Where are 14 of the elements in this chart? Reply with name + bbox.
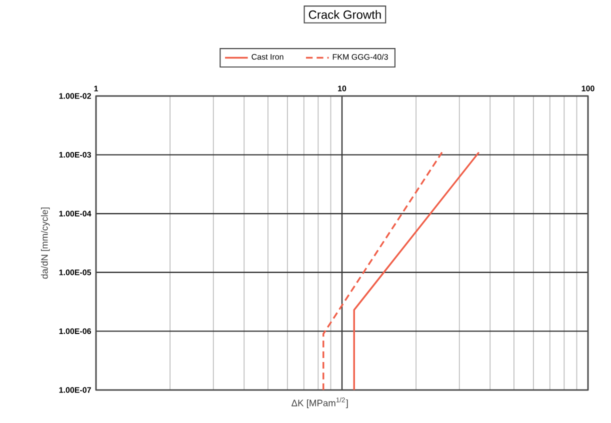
x-tick-label: 1 [94,86,98,92]
y-tick-label: 1.00E-03 [59,152,91,158]
y-axis-title: da/dN [mm/cycle] [40,208,50,279]
y-tick-label: 1.00E-06 [59,328,91,334]
legend-label: Cast Iron [252,54,284,60]
y-tick-label: 1.00E-04 [59,210,92,216]
x-axis-title: ΔK [MPam$^{1/2}$] [292,397,348,408]
chart-title: Crack Growth [308,10,381,19]
y-tick-label: 1.00E-07 [59,387,91,393]
y-tick-label: 1.00E-05 [59,270,92,276]
x-tick-label: 100 [582,86,594,92]
y-tick-label: 1.00E-02 [59,93,91,99]
legend-label: FKM GGG-40/3 [332,54,388,60]
x-tick-label: 10 [338,86,346,92]
